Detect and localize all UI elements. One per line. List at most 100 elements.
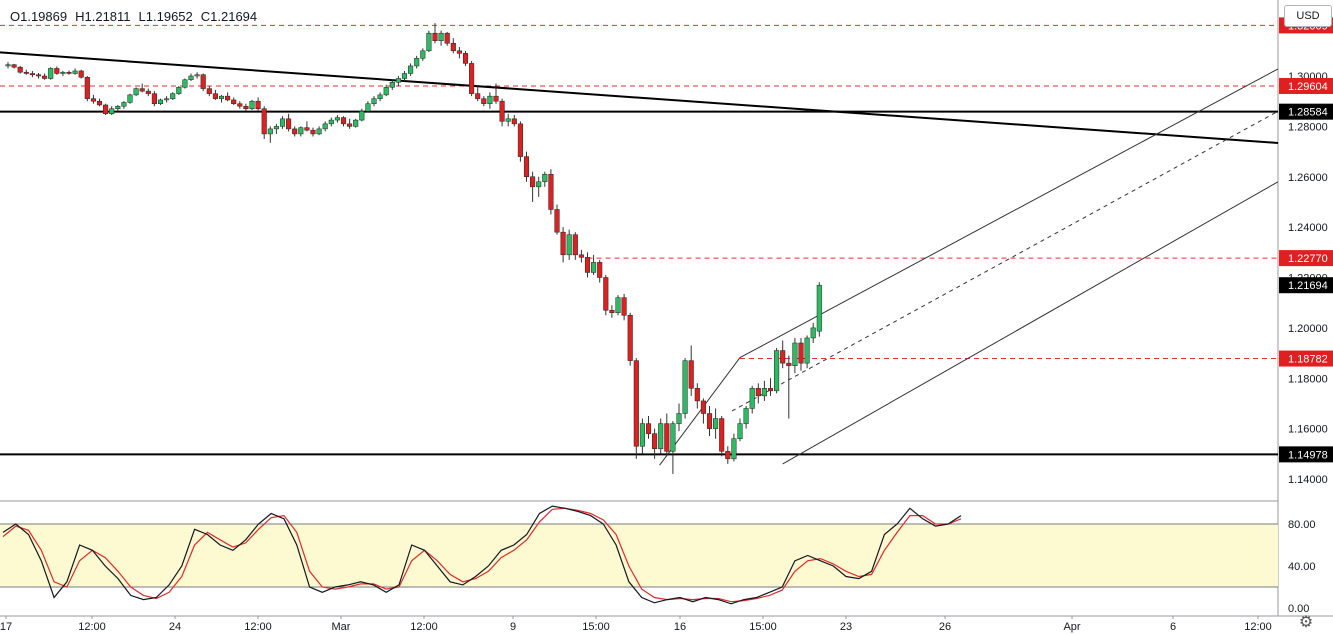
candle-body	[90, 98, 96, 102]
candle-body	[469, 63, 475, 94]
descending-trendline	[0, 51, 1279, 144]
candle-body	[639, 423, 645, 447]
candle-body	[176, 87, 182, 94]
candle-body	[774, 350, 780, 392]
gear-icon[interactable]: ⚙	[1298, 614, 1314, 631]
candle-body	[103, 104, 109, 115]
candle-body	[700, 400, 706, 414]
candle-body	[78, 70, 84, 78]
price-tick-label: 1.16000	[1288, 424, 1328, 436]
price-label-text: 1.18782	[1288, 354, 1328, 366]
price-tick-label: 1.26000	[1288, 172, 1328, 184]
candle-body	[694, 388, 700, 402]
candle-body	[60, 71, 66, 74]
candle-body	[96, 100, 103, 106]
candle-body	[786, 362, 792, 366]
candle-body	[286, 118, 292, 130]
time-tick-label: 26	[939, 621, 951, 633]
price-label-box	[1279, 446, 1333, 463]
open-value: O1.19869	[10, 9, 68, 24]
candle-body	[340, 117, 347, 125]
candle-body	[401, 73, 408, 79]
candle-body	[188, 75, 194, 81]
candle-body	[328, 119, 334, 125]
candle-body	[755, 388, 761, 397]
candle-body	[243, 105, 249, 109]
price-label-text: 1.28584	[1288, 107, 1328, 119]
candle-body	[511, 118, 517, 125]
candle-body	[432, 32, 438, 41]
candle-body	[682, 360, 688, 414]
time-tick-label: 9	[510, 621, 516, 633]
candle-body	[225, 95, 231, 101]
candle-body	[426, 32, 432, 52]
price-label-text: 1.29604	[1288, 81, 1328, 93]
candle-body	[48, 68, 54, 79]
candle-body	[157, 99, 164, 104]
stochastic-tick-label: 80.00	[1288, 519, 1316, 531]
candle-body	[292, 128, 298, 135]
candle-body	[5, 64, 11, 67]
time-tick-label: 6	[1170, 621, 1176, 633]
candle-body	[200, 74, 206, 89]
price-label-box	[1279, 350, 1333, 367]
candle-body	[395, 78, 401, 83]
candle-body	[591, 262, 597, 273]
candle-body	[84, 77, 90, 99]
candle-body	[633, 360, 639, 447]
stochastic-tick-label: 0.00	[1288, 603, 1309, 615]
candle-body	[444, 32, 450, 44]
candle-body	[322, 123, 328, 130]
price-label-text: 1.14978	[1288, 449, 1328, 461]
candle-body	[353, 119, 359, 127]
candle-body	[212, 93, 218, 99]
candle-body	[792, 342, 798, 366]
candle-body	[438, 32, 444, 41]
candle-body	[133, 88, 139, 96]
currency-button[interactable]: USD	[1284, 5, 1332, 27]
candle-body	[621, 297, 627, 316]
candle-body	[255, 100, 261, 109]
pitchfork-upper-line	[739, 68, 1279, 359]
candle-body	[725, 451, 731, 460]
candle-body	[145, 90, 151, 94]
candle-body	[560, 231, 566, 256]
candle-body	[676, 413, 682, 424]
candle-body	[316, 128, 322, 135]
high-value: H1.21811	[75, 9, 131, 24]
candle-body	[542, 173, 548, 183]
candle-body	[627, 315, 633, 361]
candle-body	[767, 388, 774, 392]
price-label-text: 1.21694	[1288, 280, 1328, 292]
candle-body	[816, 284, 822, 332]
candle-body	[780, 350, 786, 364]
candle-body	[420, 50, 426, 59]
candle-body	[719, 418, 725, 452]
candle-body	[115, 105, 121, 109]
price-tick-label: 1.18000	[1288, 373, 1328, 385]
candle-body	[658, 423, 664, 450]
candle-body	[584, 257, 591, 273]
candle-body	[566, 234, 572, 256]
candle-body	[383, 87, 389, 96]
candle-body	[72, 70, 78, 74]
candle-body	[499, 100, 505, 122]
candle-body	[749, 388, 755, 409]
candle-body	[645, 423, 652, 434]
price-label-box	[1279, 250, 1333, 267]
candle-body	[517, 123, 523, 157]
candle-body	[548, 173, 554, 210]
time-tick-label: 12:00	[244, 621, 272, 633]
candle-body	[151, 93, 157, 104]
time-tick-label: 16	[674, 621, 686, 633]
time-tick-label: 23	[840, 621, 852, 633]
candle-body	[23, 71, 29, 74]
candle-body	[804, 337, 810, 364]
candle-body	[414, 58, 420, 67]
candle-body	[688, 360, 694, 389]
candle-body	[572, 234, 578, 256]
candle-body	[713, 418, 719, 429]
candle-body	[737, 423, 743, 439]
candle-body	[334, 117, 340, 121]
